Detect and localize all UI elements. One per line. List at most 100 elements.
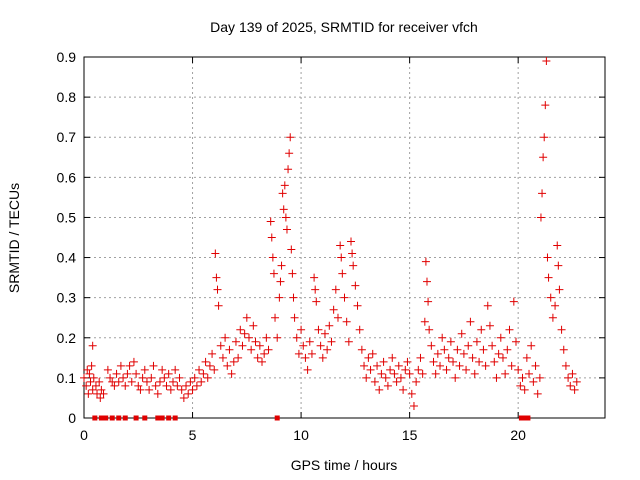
data-point	[136, 385, 145, 394]
data-point	[278, 189, 287, 198]
data-point	[188, 385, 197, 394]
x-axis-label: GPS time / hours	[291, 457, 398, 473]
data-point	[290, 313, 299, 322]
y-tick-label: 0.2	[57, 330, 77, 346]
data-point	[551, 301, 560, 310]
data-point	[360, 361, 369, 370]
data-point	[342, 317, 351, 326]
data-point	[383, 381, 392, 390]
data-point	[364, 353, 373, 362]
data-point	[212, 273, 221, 282]
data-point	[561, 361, 570, 370]
data-point	[169, 377, 178, 386]
y-tick-label: 0.3	[57, 290, 77, 306]
data-point	[142, 377, 151, 386]
data-point	[273, 333, 282, 342]
data-point	[110, 381, 119, 390]
data-point	[329, 305, 338, 314]
data-point	[542, 57, 551, 66]
tick-layer: 0 0.1 0.2 0.3 0.4 0.5 0.6 0.7 0.8 0.9 0 5 10 15 20	[57, 49, 605, 443]
data-point-zero	[525, 415, 531, 421]
data-point	[529, 377, 538, 386]
data-point	[503, 345, 512, 354]
points-layer	[80, 57, 581, 421]
data-point	[223, 361, 232, 370]
data-point	[86, 377, 95, 386]
data-point	[175, 373, 184, 382]
data-point	[99, 389, 108, 398]
data-point	[320, 329, 329, 338]
data-point	[488, 341, 497, 350]
data-point	[240, 329, 249, 338]
data-point	[421, 257, 430, 266]
data-point	[444, 353, 453, 362]
data-point	[505, 325, 514, 334]
data-point	[412, 377, 421, 386]
data-point	[282, 225, 291, 234]
data-point	[316, 341, 325, 350]
y-tick-label: 0	[68, 410, 76, 426]
data-point-zero	[116, 415, 122, 421]
data-point	[208, 349, 217, 358]
data-point	[394, 361, 403, 370]
data-point	[368, 349, 377, 358]
data-point	[85, 369, 94, 378]
data-point	[186, 377, 195, 386]
data-point	[433, 349, 442, 358]
data-point	[541, 101, 550, 110]
data-point	[247, 345, 256, 354]
data-point	[555, 285, 564, 294]
y-tick-label: 0.5	[57, 209, 77, 225]
data-point	[199, 369, 208, 378]
data-point	[509, 297, 518, 306]
data-point	[451, 373, 460, 382]
data-point	[184, 389, 193, 398]
data-point	[277, 261, 286, 270]
x-tick-label: 0	[80, 427, 88, 443]
data-point	[123, 369, 132, 378]
data-point	[82, 381, 91, 390]
y-tick-label: 0.6	[57, 169, 77, 185]
data-point	[214, 301, 223, 310]
data-point	[381, 373, 390, 382]
data-point	[292, 333, 301, 342]
grid-layer	[84, 57, 605, 418]
data-point	[260, 349, 269, 358]
data-point	[155, 377, 164, 386]
data-point	[514, 365, 523, 374]
data-point	[453, 345, 462, 354]
data-point	[244, 333, 253, 342]
data-point	[401, 365, 410, 374]
data-point	[466, 317, 475, 326]
data-point	[431, 369, 440, 378]
data-point	[554, 261, 563, 270]
data-point	[294, 349, 303, 358]
data-point	[379, 357, 388, 366]
data-point	[325, 321, 334, 330]
data-point	[227, 369, 236, 378]
data-point	[355, 325, 364, 334]
data-point	[192, 381, 201, 390]
data-point	[366, 365, 375, 374]
data-point	[103, 365, 112, 374]
data-point-zero	[122, 415, 128, 421]
data-point	[258, 357, 267, 366]
data-point	[548, 313, 557, 322]
y-tick-label: 0.1	[57, 370, 77, 386]
data-point-zero	[166, 415, 172, 421]
data-point	[396, 373, 405, 382]
data-point	[388, 353, 397, 362]
data-point	[348, 249, 357, 258]
data-point	[134, 381, 143, 390]
data-point	[147, 373, 156, 382]
data-point	[190, 373, 199, 382]
data-point	[344, 337, 353, 346]
data-point	[166, 385, 175, 394]
data-point	[492, 373, 501, 382]
data-point	[338, 269, 347, 278]
data-point-zero	[159, 415, 165, 421]
data-point	[231, 337, 240, 346]
data-point	[522, 353, 531, 362]
data-point	[449, 357, 458, 366]
data-point	[225, 345, 234, 354]
